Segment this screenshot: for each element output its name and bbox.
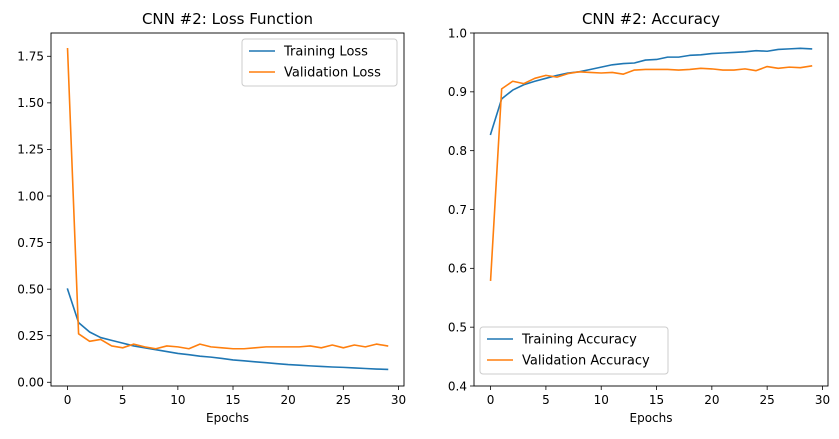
- legend: Training Accuracy Validation Accuracy: [479, 326, 669, 375]
- y-tick-label: 0.25: [17, 329, 44, 343]
- y-tick-label: 0.00: [17, 376, 44, 390]
- series-line-validation-accuracy: [489, 65, 813, 281]
- loss-chart: 0 5 10 15 20 25 30 0.00 0.25 0.50 0.75 1.00 1.25 1.50…: [17, 10, 406, 425]
- legend-box: [479, 326, 669, 375]
- y-tick-label: 0.5: [448, 320, 467, 334]
- chart-title: CNN #2: Loss Function: [142, 10, 313, 28]
- x-tick-label: 10: [170, 393, 185, 407]
- y-tick-label: 0.50: [17, 282, 44, 296]
- series-line-training-loss: [66, 288, 389, 371]
- x-tick-label: 30: [815, 393, 830, 407]
- x-tick-label: 20: [704, 393, 719, 407]
- y-tick-label: 1.50: [17, 96, 44, 110]
- y-tick-label: 1.0: [448, 26, 467, 40]
- y-tick-label: 0.9: [448, 85, 467, 99]
- y-tick-label: 0.4: [448, 379, 467, 393]
- legend: Training Loss Validation Loss: [241, 38, 398, 87]
- y-tick-label: 1.75: [17, 50, 44, 64]
- y-tick-label: 0.75: [17, 236, 44, 250]
- legend-box: [241, 38, 398, 87]
- x-tick-label: 5: [119, 393, 127, 407]
- x-tick-label: 0: [64, 393, 72, 407]
- x-axis-label: Epochs: [206, 411, 249, 425]
- y-tick-label: 1.00: [17, 189, 44, 203]
- y-tick-label: 1.25: [17, 143, 44, 157]
- x-tick-label: 10: [594, 393, 609, 407]
- accuracy-chart: 0 5 10 15 20 25 30 0.4 0.5 0.6 0.7 0.8 0.9 1.0 CNN #2:…: [448, 10, 830, 425]
- plot-frame: [50, 32, 405, 387]
- y-tick-label: 0.8: [448, 144, 467, 158]
- x-tick-label: 25: [336, 393, 351, 407]
- series-line-training-accuracy: [489, 47, 813, 136]
- x-tick-label: 15: [225, 393, 240, 407]
- legend-label: Validation Loss: [284, 66, 381, 81]
- series-line-validation-loss: [66, 47, 389, 350]
- chart-title: CNN #2: Accuracy: [582, 10, 720, 28]
- x-tick-label: 25: [760, 393, 775, 407]
- legend-label: Training Accuracy: [521, 333, 637, 348]
- y-tick-label: 0.6: [448, 262, 467, 276]
- x-axis-label: Epochs: [630, 411, 673, 425]
- x-tick-label: 5: [542, 393, 550, 407]
- legend-label: Validation Accuracy: [522, 354, 650, 369]
- x-tick-label: 20: [281, 393, 296, 407]
- legend-label: Training Loss: [283, 45, 368, 60]
- x-tick-label: 30: [391, 393, 406, 407]
- y-tick-label: 0.7: [448, 203, 467, 217]
- x-tick-label: 15: [649, 393, 664, 407]
- x-tick-label: 0: [487, 393, 495, 407]
